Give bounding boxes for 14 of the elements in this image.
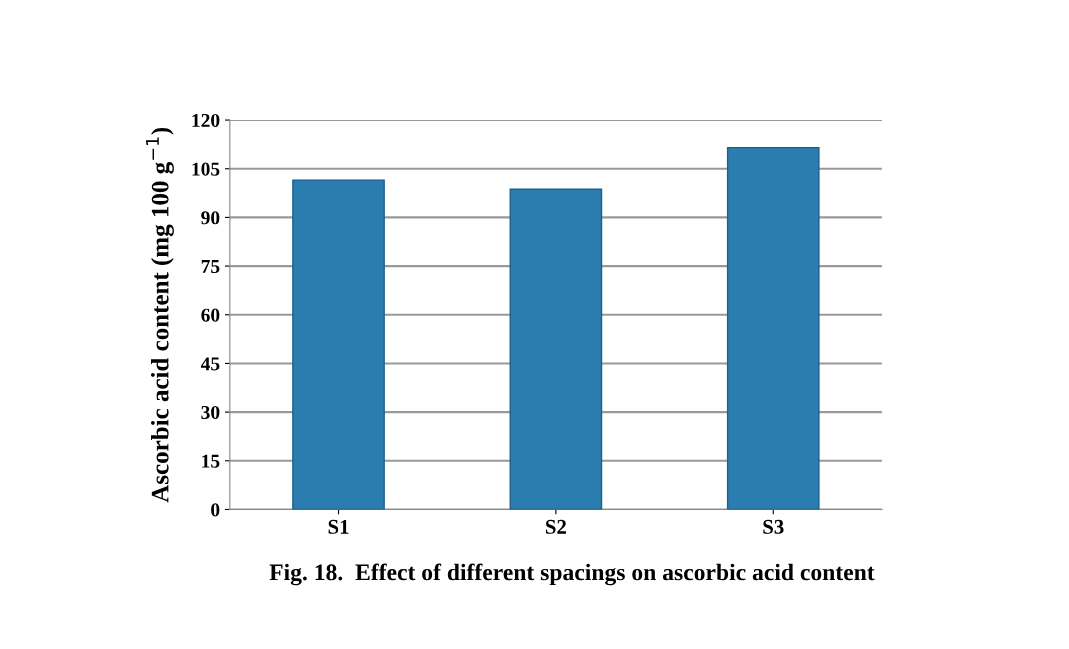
y-tick-label: 45 [200, 357, 220, 371]
x-tick-label: S2 [545, 519, 566, 534]
y-tick-label: 90 [201, 211, 220, 225]
y-tick-label: 0 [211, 503, 220, 517]
x-tick-label: S3 [763, 519, 784, 534]
y-tick-label: 75 [201, 260, 220, 274]
y-tick-label: 105 [192, 162, 220, 176]
x-tick-label: S1 [328, 519, 349, 534]
y-tick-label: 120 [192, 113, 220, 127]
caption: Fig. 18. Effect of different spacings on ascorbic acid content [269, 563, 875, 586]
y-axis-title: Ascorbic acid content (mg 100 g$^{−1}$) [146, 127, 174, 503]
y-tick-label: 60 [201, 308, 220, 322]
y-tick-label: 15 [202, 454, 220, 468]
y-tick-label: 30 [201, 405, 220, 420]
